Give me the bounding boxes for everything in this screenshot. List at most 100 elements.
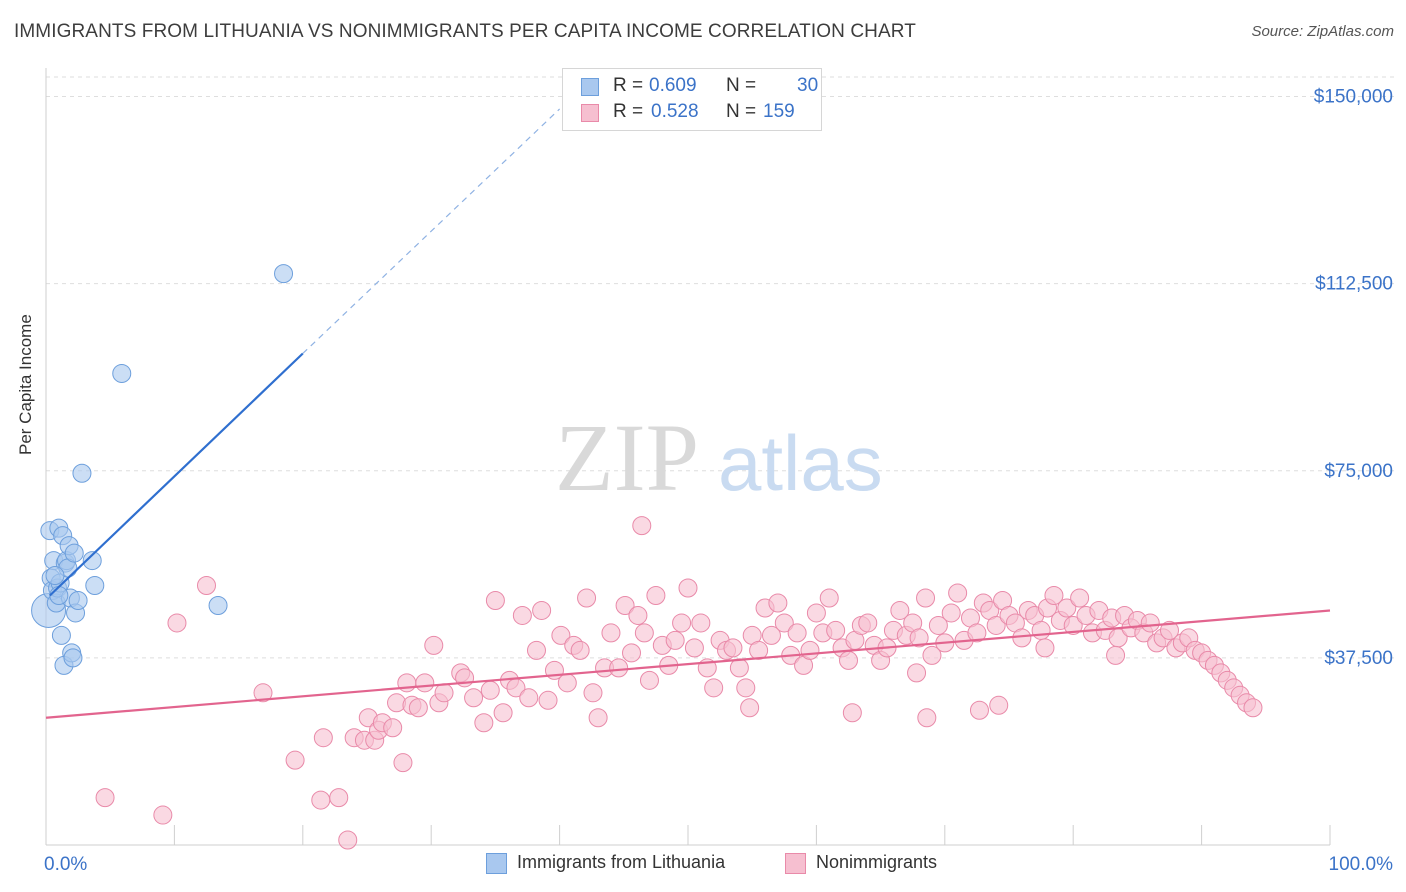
nonimmigrant-point: [819, 588, 839, 608]
watermark-atlas: atlas: [718, 419, 883, 507]
nonimmigrant-point: [761, 625, 781, 645]
nonimmigrant-point: [826, 620, 846, 640]
y-tick-label: $112,500: [1315, 274, 1393, 295]
bottom-legend-swatch-blue: [486, 853, 507, 874]
nonimmigrant-point: [928, 615, 948, 635]
nonimmigrant-point: [749, 640, 769, 660]
lithuania-point: [274, 264, 294, 284]
nonimmigrant-point: [253, 683, 273, 703]
nonimmigrant-point: [890, 600, 910, 620]
nonimmigrant-point: [1012, 628, 1032, 648]
nonimmigrant-point: [485, 590, 505, 610]
nonimmigrant-point: [538, 690, 558, 710]
lithuania-point: [49, 586, 69, 605]
nonimmigrant-point: [434, 683, 454, 703]
nonimmigrant-point: [907, 663, 927, 683]
nonimmigrant-point: [1063, 615, 1083, 635]
nonimmigrant-point: [858, 613, 878, 633]
nonimmigrant-point: [917, 708, 937, 728]
nonimmigrant-point: [512, 605, 532, 625]
nonimmigrant-point: [723, 638, 743, 658]
nonimmigrant-point: [684, 638, 704, 658]
nonimmigrant-point: [615, 595, 635, 615]
watermark-zip: ZIP: [555, 404, 699, 511]
nonimmigrant-point: [678, 578, 698, 598]
correlation-legend: R = 0.609 N = 30 R = 0.528 N = 159: [562, 68, 822, 131]
nonimmigrant-point: [383, 718, 403, 738]
lithuania-point: [45, 566, 65, 586]
lithuania-points: [31, 264, 294, 675]
lithuania-point: [112, 363, 132, 383]
nonimmigrant-point: [916, 588, 936, 608]
nonimmigrant-point: [672, 613, 692, 633]
nonimmigrant-point: [665, 630, 685, 650]
legend-swatch-pink: [581, 104, 599, 122]
nonimmigrant-point: [740, 698, 760, 718]
nonimmigrant-point: [1140, 613, 1160, 633]
nonimmigrant-point: [632, 516, 652, 536]
y-tick-label: $37,500: [1324, 648, 1393, 669]
nonimmigrant-point: [95, 788, 115, 808]
lithuania-point: [208, 595, 228, 615]
bottom-legend-label: Immigrants from Lithuania: [517, 852, 726, 872]
nonimmigrant-point: [969, 700, 989, 720]
nonimmigrant-point: [1044, 586, 1064, 605]
nonimmigrant-point: [1106, 645, 1126, 665]
nonimmigrant-point: [577, 588, 597, 608]
nonimmigrant-point: [639, 670, 659, 690]
nonimmigrant-point: [628, 605, 648, 625]
nonimmigrant-point: [729, 658, 749, 678]
nonimmigrant-point: [474, 713, 494, 733]
nonimmigrant-point: [967, 623, 987, 643]
nonimmigrant-point: [557, 673, 577, 693]
nonimmigrant-point: [393, 753, 413, 773]
bottom-legend-swatch-pink: [785, 853, 806, 874]
bottom-legend-label: Nonimmigrants: [816, 852, 938, 872]
nonimmigrant-point: [519, 688, 539, 708]
nonimmigrant-point: [909, 628, 929, 648]
nonimmigrant-point: [153, 805, 173, 825]
nonimmigrant-point: [806, 603, 826, 623]
lithuania-point: [82, 551, 102, 571]
nonimmigrant-point: [424, 635, 444, 655]
nonimmigrant-point: [480, 680, 500, 700]
legend-n-value: 30: [797, 75, 819, 96]
legend-n-value: 159: [763, 101, 795, 122]
nonimmigrant-point: [313, 728, 333, 748]
nonimmigrant-point: [839, 650, 858, 670]
nonimmigrant-point: [570, 640, 590, 660]
nonimmigrant-point: [922, 645, 942, 665]
chart-title: IMMIGRANTS FROM LITHUANIA VS NONIMMIGRAN…: [14, 21, 916, 42]
nonimmigrant-point: [493, 703, 513, 723]
nonimmigrant-point: [197, 576, 216, 596]
lithuania-point: [68, 590, 88, 610]
lithuania-trend-extension: [302, 108, 561, 354]
legend-swatch-blue: [581, 78, 599, 96]
nonimmigrant-point: [986, 615, 1006, 635]
nonimmigrant-point: [736, 678, 756, 698]
lithuania-point: [85, 576, 105, 596]
nonimmigrant-point: [464, 688, 484, 708]
lithuania-point: [51, 625, 71, 645]
nonimmigrant-point: [646, 586, 666, 605]
legend-r-label: R =: [613, 101, 644, 122]
nonimmigrant-point: [948, 583, 968, 603]
nonimmigrant-point: [329, 788, 349, 808]
nonimmigrant-point: [800, 640, 820, 660]
y-tick-label: $75,000: [1324, 461, 1393, 482]
tick-labels: $37,500 $75,000 $112,500 $150,000 0.0% 100.0%: [44, 87, 1393, 876]
gridlines: [46, 76, 1395, 659]
axes: [45, 68, 1331, 846]
nonimmigrant-point: [1057, 598, 1077, 618]
nonimmigrant-point: [634, 623, 654, 643]
nonimmigrant-point: [622, 643, 642, 663]
nonimmigrant-point: [1070, 588, 1090, 608]
legend-r-value: 0.528: [651, 101, 699, 122]
nonimmigrant-point: [768, 593, 788, 613]
nonimmigrant-point: [588, 708, 608, 728]
nonimmigrant-trend-line: [45, 609, 1331, 719]
trend-lines: [45, 108, 1331, 719]
y-tick-label: $150,000: [1314, 87, 1393, 108]
x-tick-label: 100.0%: [1329, 854, 1394, 875]
lithuania-point: [64, 543, 84, 563]
